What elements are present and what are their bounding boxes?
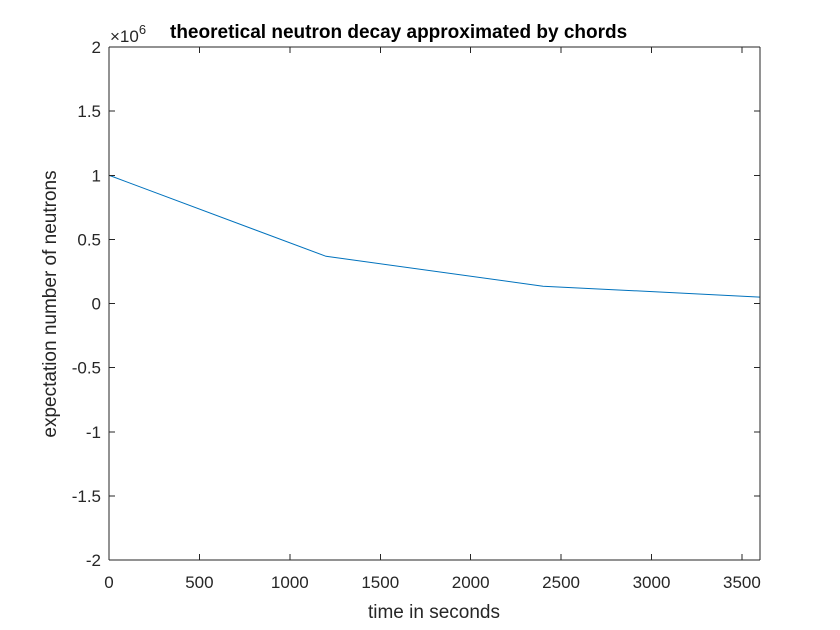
- y-tick-label: 1.5: [77, 102, 101, 121]
- y-tick-label: -1: [86, 423, 101, 442]
- y-axis-label: expectation number of neutrons: [40, 170, 61, 437]
- y-tick-label: 0.5: [77, 230, 101, 249]
- plot-area: [109, 47, 760, 560]
- series-line-0: [108, 174, 761, 298]
- y-tick-label: 0: [92, 295, 101, 314]
- x-tick-label: 500: [185, 573, 213, 592]
- x-tick-label: 3500: [723, 573, 761, 592]
- y-tick-label: 1: [92, 166, 101, 185]
- x-tick-label: 1500: [361, 573, 399, 592]
- chart-title: theoretical neutron decay approximated b…: [170, 22, 627, 43]
- y-exponent-power: 6: [139, 22, 146, 37]
- x-tick-label: 2500: [542, 573, 580, 592]
- y-tick-label: -0.5: [72, 359, 101, 378]
- y-tick-label: -1.5: [72, 487, 101, 506]
- y-tick-label: -2: [86, 551, 101, 570]
- x-tick-label: 2000: [452, 573, 490, 592]
- x-axis-label: time in seconds: [368, 602, 500, 623]
- y-tick-label: 2: [92, 38, 101, 57]
- x-tick-label: 3000: [633, 573, 671, 592]
- y-exponent-label: ×106: [110, 22, 146, 46]
- x-tick-label: 0: [104, 573, 113, 592]
- y-exponent-prefix: ×10: [110, 27, 139, 46]
- x-tick-label: 1000: [271, 573, 309, 592]
